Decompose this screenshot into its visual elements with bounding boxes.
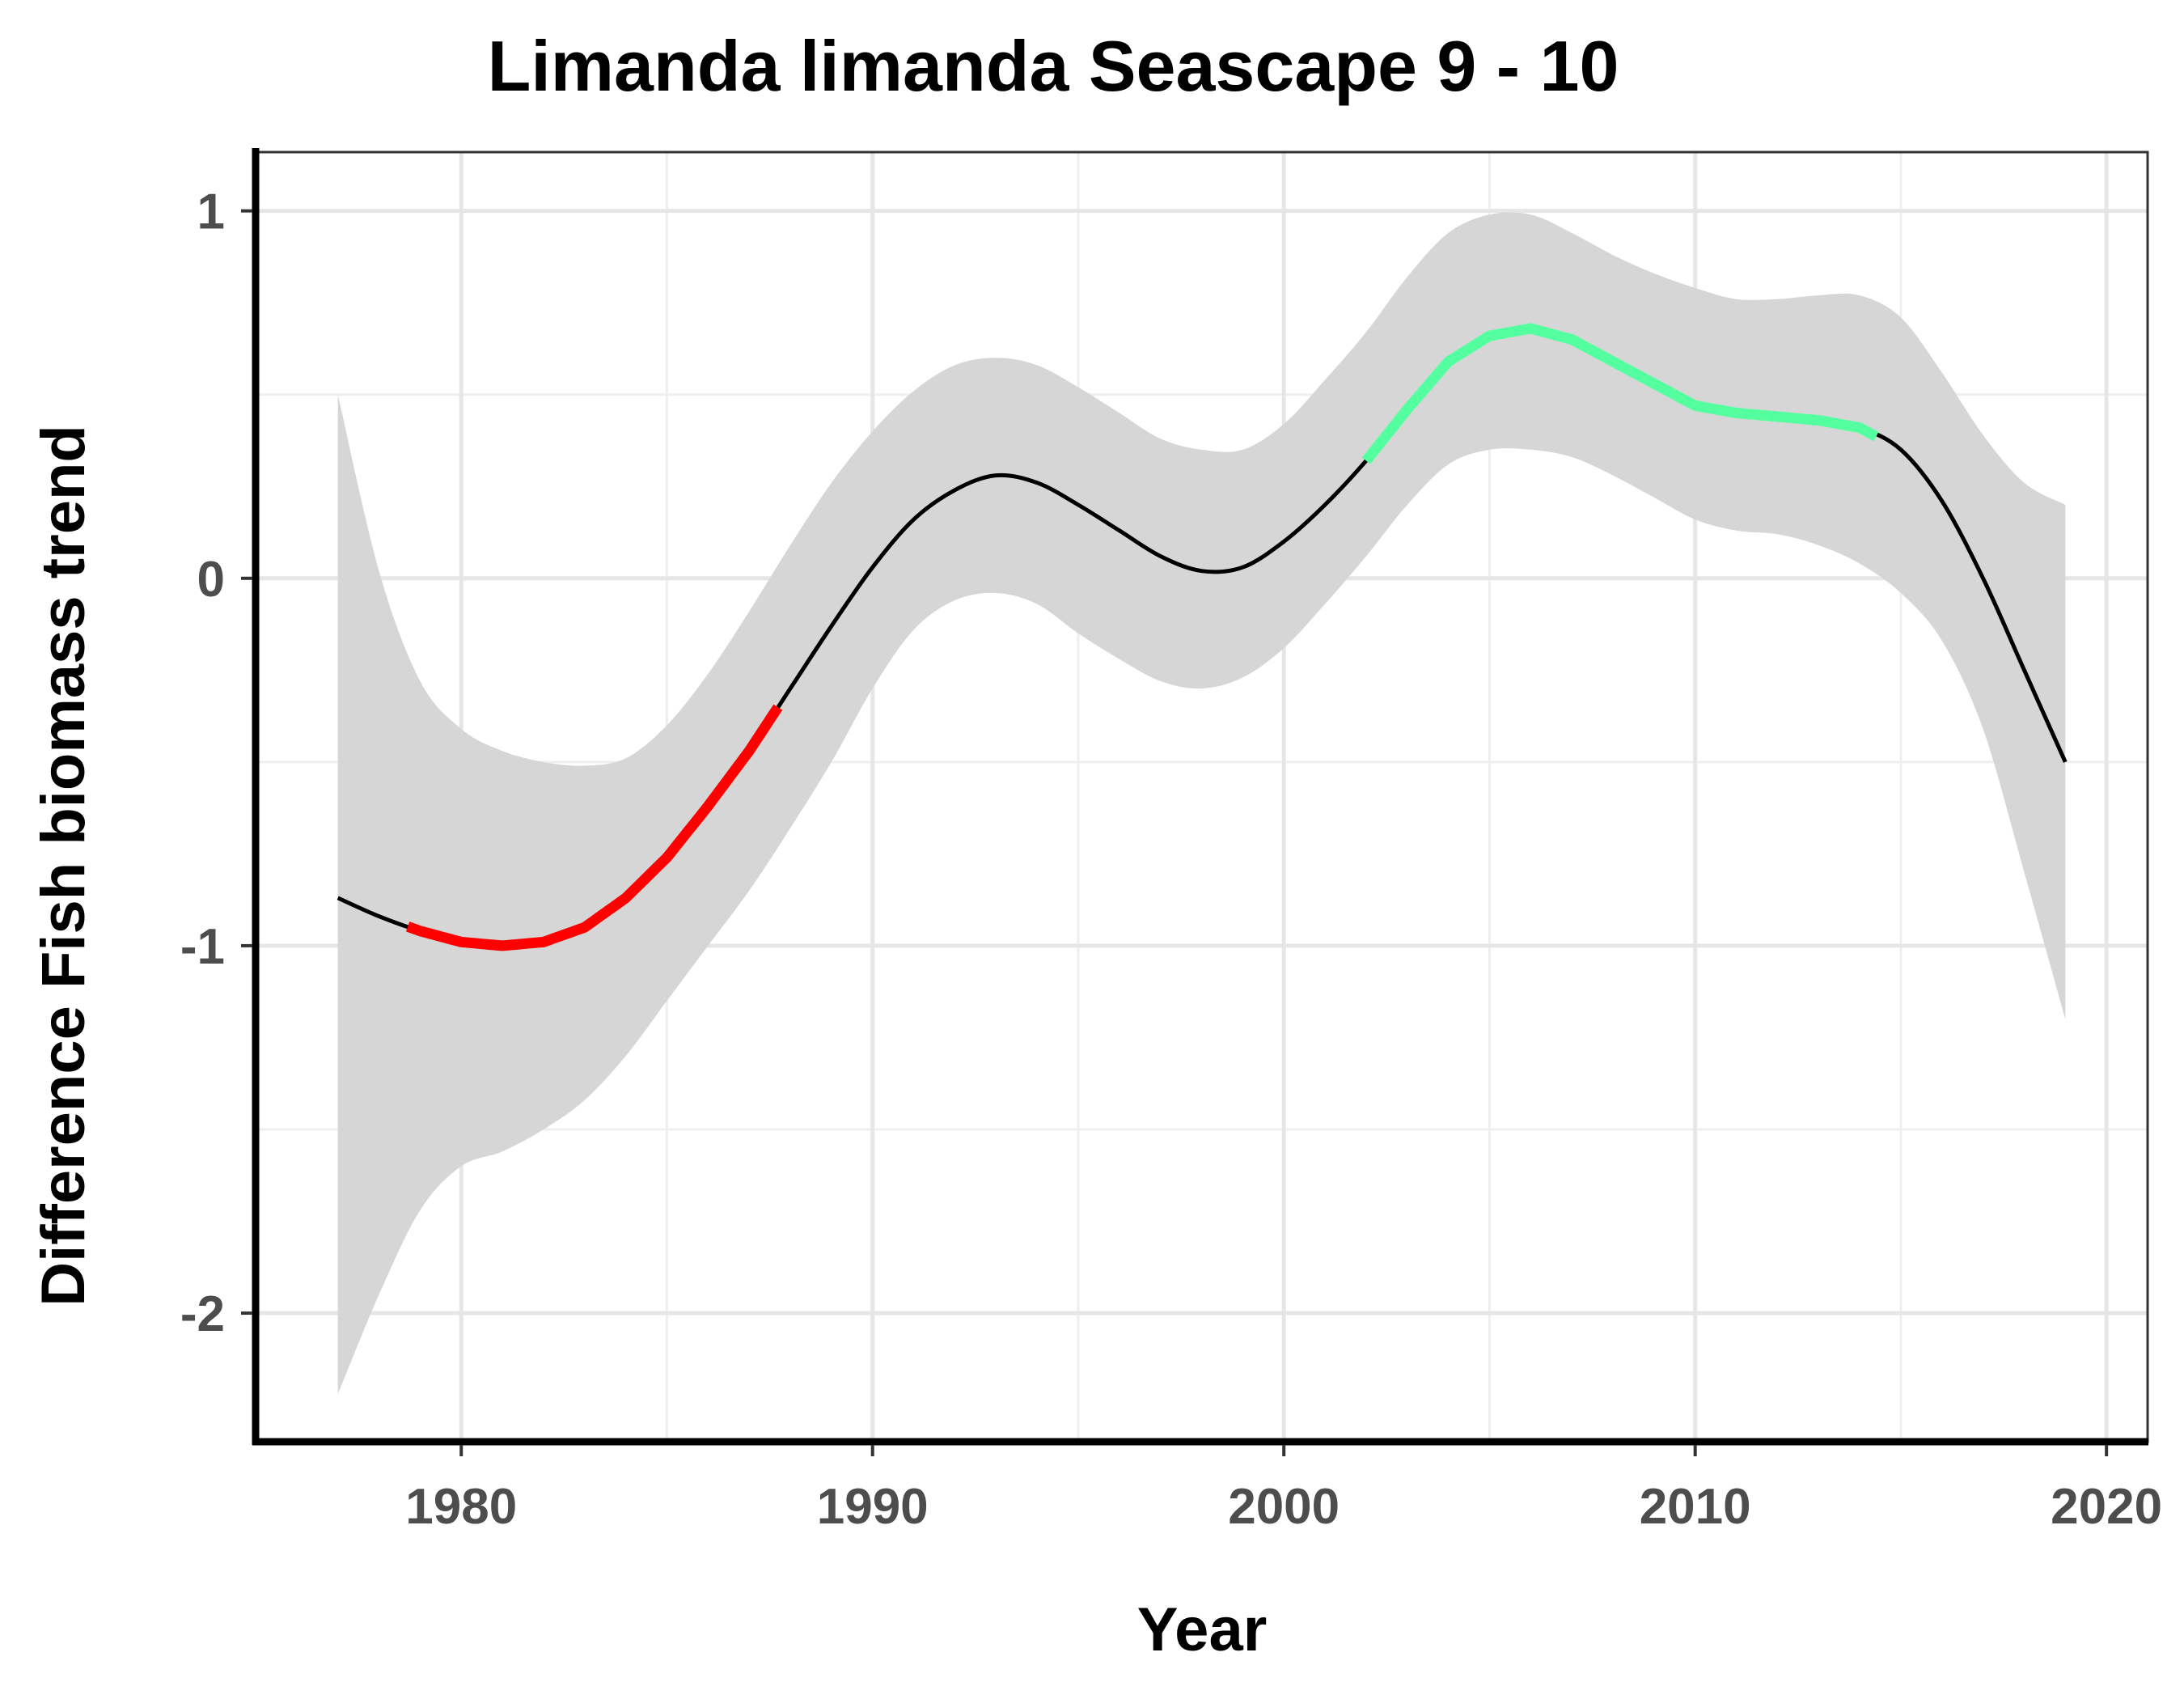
tick-labels: 1980 1990 2000 2010 2020 1 0 -1 -2 — [180, 184, 2162, 1535]
chart-title: Limanda limanda Seascape 9 - 10 — [488, 26, 1619, 106]
x-tick-label: 1990 — [817, 1479, 929, 1535]
y-tick-label: 1 — [197, 184, 225, 240]
x-tick-label: 2020 — [2051, 1479, 2162, 1535]
y-axis-title: Difference Fish biomass trend — [29, 425, 98, 1307]
x-axis-title: Year — [1137, 1595, 1268, 1664]
confidence-band-layer — [337, 212, 2066, 1395]
axes — [252, 148, 2148, 1446]
decreasing-segment — [405, 704, 783, 951]
x-tick-label: 1980 — [405, 1479, 517, 1535]
x-tick-label: 2000 — [1228, 1479, 1340, 1535]
y-tick-label: -2 — [180, 1286, 225, 1342]
trend-line-layer — [336, 323, 2068, 951]
y-tick-label: 0 — [197, 552, 225, 608]
increasing-segment — [1361, 323, 1879, 464]
x-tick-label: 2010 — [1640, 1479, 1751, 1535]
confidence-band — [337, 212, 2066, 1395]
y-tick-label: -1 — [180, 919, 225, 975]
